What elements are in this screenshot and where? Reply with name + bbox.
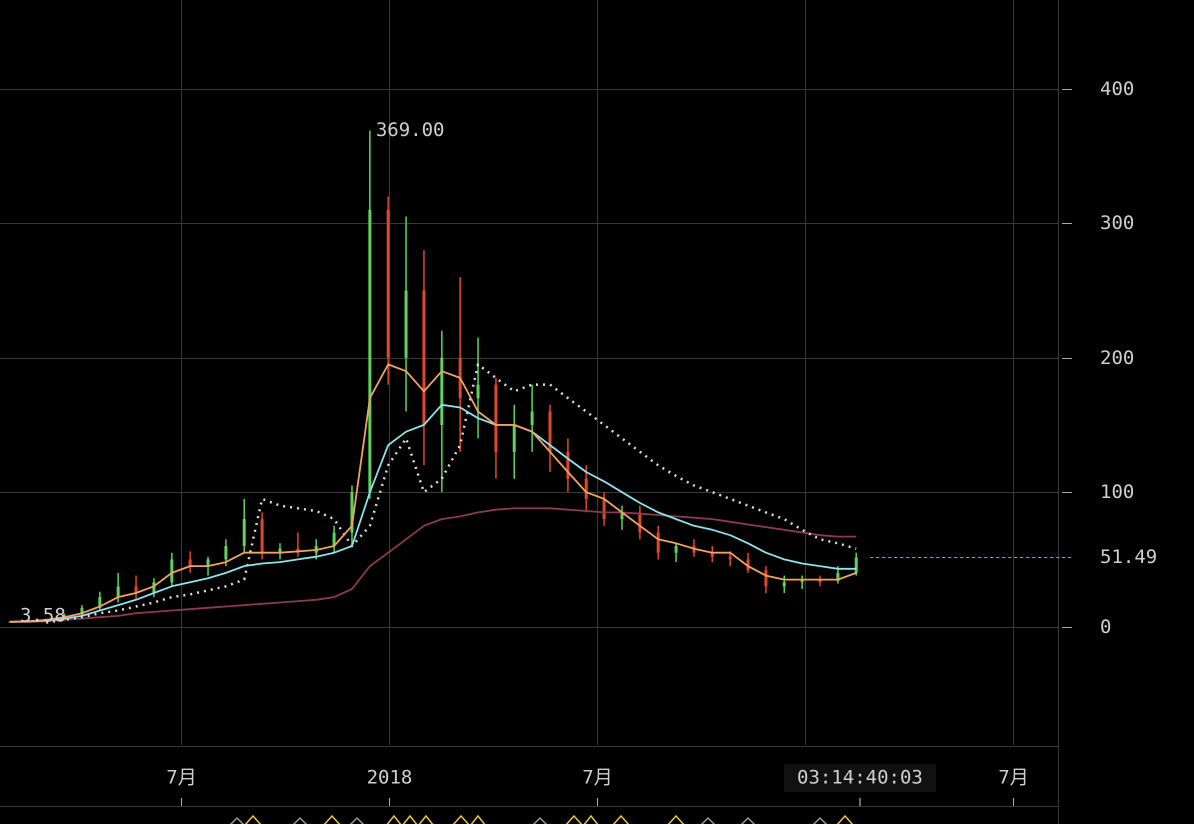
- candle-body: [602, 498, 606, 520]
- candle-body: [80, 607, 84, 615]
- countdown-label: 03:14:40:03: [797, 767, 923, 789]
- candle-body: [584, 478, 588, 499]
- event-marker: [244, 814, 262, 824]
- event-marker: [532, 816, 548, 824]
- candle-body: [764, 570, 768, 587]
- candle-body: [620, 512, 624, 520]
- candle-body: [188, 559, 192, 567]
- candle-body: [242, 519, 246, 546]
- event-marker: [349, 816, 365, 824]
- x-tick-label: 7月: [998, 767, 1028, 789]
- y-tick-label: 100: [1100, 481, 1134, 503]
- candle-body: [386, 209, 390, 358]
- candle-body: [800, 579, 804, 583]
- event-marker: [740, 816, 756, 824]
- candle-body: [404, 290, 408, 358]
- high-label: 369.00: [376, 119, 445, 141]
- event-markers: [229, 814, 854, 824]
- candle-body: [710, 552, 714, 557]
- candle-body: [152, 582, 156, 594]
- candle-body: [782, 582, 786, 587]
- event-marker: [700, 816, 716, 824]
- event-marker: [323, 814, 341, 824]
- candle-body: [98, 597, 102, 608]
- indicator-line: [9, 363, 857, 623]
- candle-body: [656, 532, 660, 553]
- indicator-line: [10, 507, 857, 623]
- y-tick-label: 0: [1100, 616, 1111, 638]
- event-marker: [836, 814, 854, 824]
- candle-body: [566, 451, 570, 479]
- candle-body: [512, 424, 516, 452]
- event-marker: [386, 814, 434, 824]
- x-tick-label: 2018: [367, 767, 413, 789]
- candle-body: [350, 492, 354, 533]
- y-tick-label: 200: [1100, 347, 1134, 369]
- candle-body: [440, 357, 444, 425]
- y-tick-label: 300: [1100, 212, 1134, 234]
- candle-body: [170, 559, 174, 583]
- candle-body: [224, 545, 228, 560]
- candle-body: [332, 532, 336, 546]
- candle-body: [116, 586, 120, 598]
- candle-body: [8, 621, 12, 623]
- candle-body: [260, 519, 264, 553]
- x-tick-label: 7月: [582, 767, 612, 789]
- candle-body: [494, 384, 498, 452]
- event-marker: [229, 816, 245, 824]
- event-marker: [452, 814, 486, 824]
- candle-body: [854, 557, 858, 573]
- candle-body: [134, 586, 138, 594]
- candle-body: [818, 579, 822, 583]
- candle-body: [836, 572, 840, 581]
- candle-body: [476, 384, 480, 399]
- candle-body: [548, 411, 552, 452]
- candle-body: [674, 545, 678, 553]
- candle-body: [278, 548, 282, 553]
- x-tick-label: 7月: [166, 767, 196, 789]
- candles: [8, 130, 858, 623]
- y-tick-label: 400: [1100, 78, 1134, 100]
- candle-body: [422, 290, 426, 425]
- candle-body: [368, 209, 372, 493]
- candle-body: [746, 559, 750, 571]
- countdown-box: [783, 764, 936, 792]
- event-marker: [565, 814, 599, 824]
- indicator-line: [9, 403, 857, 623]
- low-label: 3.58: [20, 604, 66, 626]
- candle-body: [530, 411, 534, 425]
- event-marker: [292, 816, 308, 824]
- last-price-label: 51.49: [1100, 546, 1157, 568]
- event-marker: [667, 814, 685, 824]
- candle-body: [728, 556, 732, 560]
- candle-body: [206, 559, 210, 567]
- event-marker: [612, 814, 630, 824]
- event-marker: [812, 816, 828, 824]
- candle-body: [638, 512, 642, 533]
